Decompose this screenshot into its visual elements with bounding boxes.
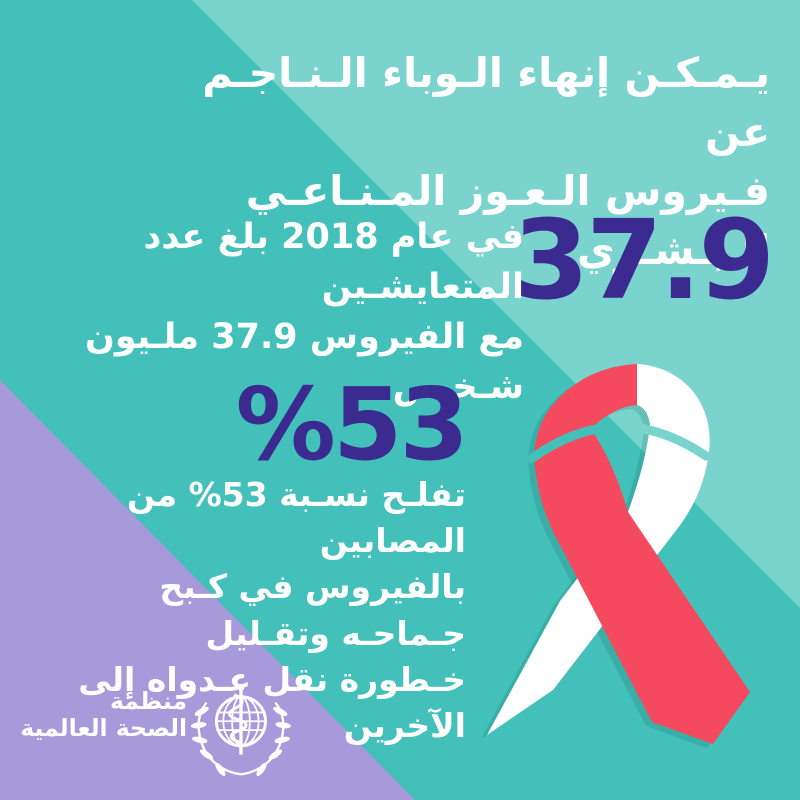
ribbon-red-band: [534, 364, 750, 744]
laurel-wreath: [190, 701, 291, 777]
stat-millions-caption-line1: في عام 2018 بلغ عدد المتعايشـين: [143, 217, 524, 308]
headline-line1: يـمـكـن إنهاء الـوباء الـنـاجـم عن: [202, 49, 770, 157]
headline: يـمـكـن إنهاء الـوباء الـنـاجـم عن فـيرو…: [150, 44, 770, 280]
awareness-ribbon-icon: [481, 364, 750, 748]
who-logo-text: منظمة الصحة العالمية: [20, 687, 187, 743]
who-logo-text-line2: الصحة العالمية: [20, 714, 187, 743]
snake: [228, 693, 248, 745]
stat-percent-caption-line1: تفلـح نسـبة 53% من المصابين: [126, 475, 466, 561]
stat-percent-caption-line3: خـطورة نقل عـدواه إلى الآخرين: [78, 659, 466, 745]
stat-percent-caption: تفلـح نسـبة 53% من المصابين بالفيروس في …: [46, 472, 466, 749]
stat-percent-caption-line2: بالفيروس في كـبح جـماحـه وتقـليل: [159, 567, 466, 653]
stat-millions-caption: في عام 2018 بلغ عدد المتعايشـين مع الفير…: [24, 212, 524, 412]
ribbon-white-band: [487, 364, 710, 735]
stat-percent-number: %53: [235, 366, 469, 483]
stat-millions-caption-line2: مع الفيروس 37.9 ملـيون شـخـص: [85, 317, 524, 408]
headline-line2: فـيروس الـعـوز المـنـاعـي الـبـشـري: [245, 167, 770, 275]
who-logo-text-line1: منظمة: [109, 687, 187, 715]
stat-millions-number: 37.9: [512, 196, 775, 324]
staff-knob: [237, 684, 245, 691]
who-emblem-icon: [190, 684, 291, 777]
